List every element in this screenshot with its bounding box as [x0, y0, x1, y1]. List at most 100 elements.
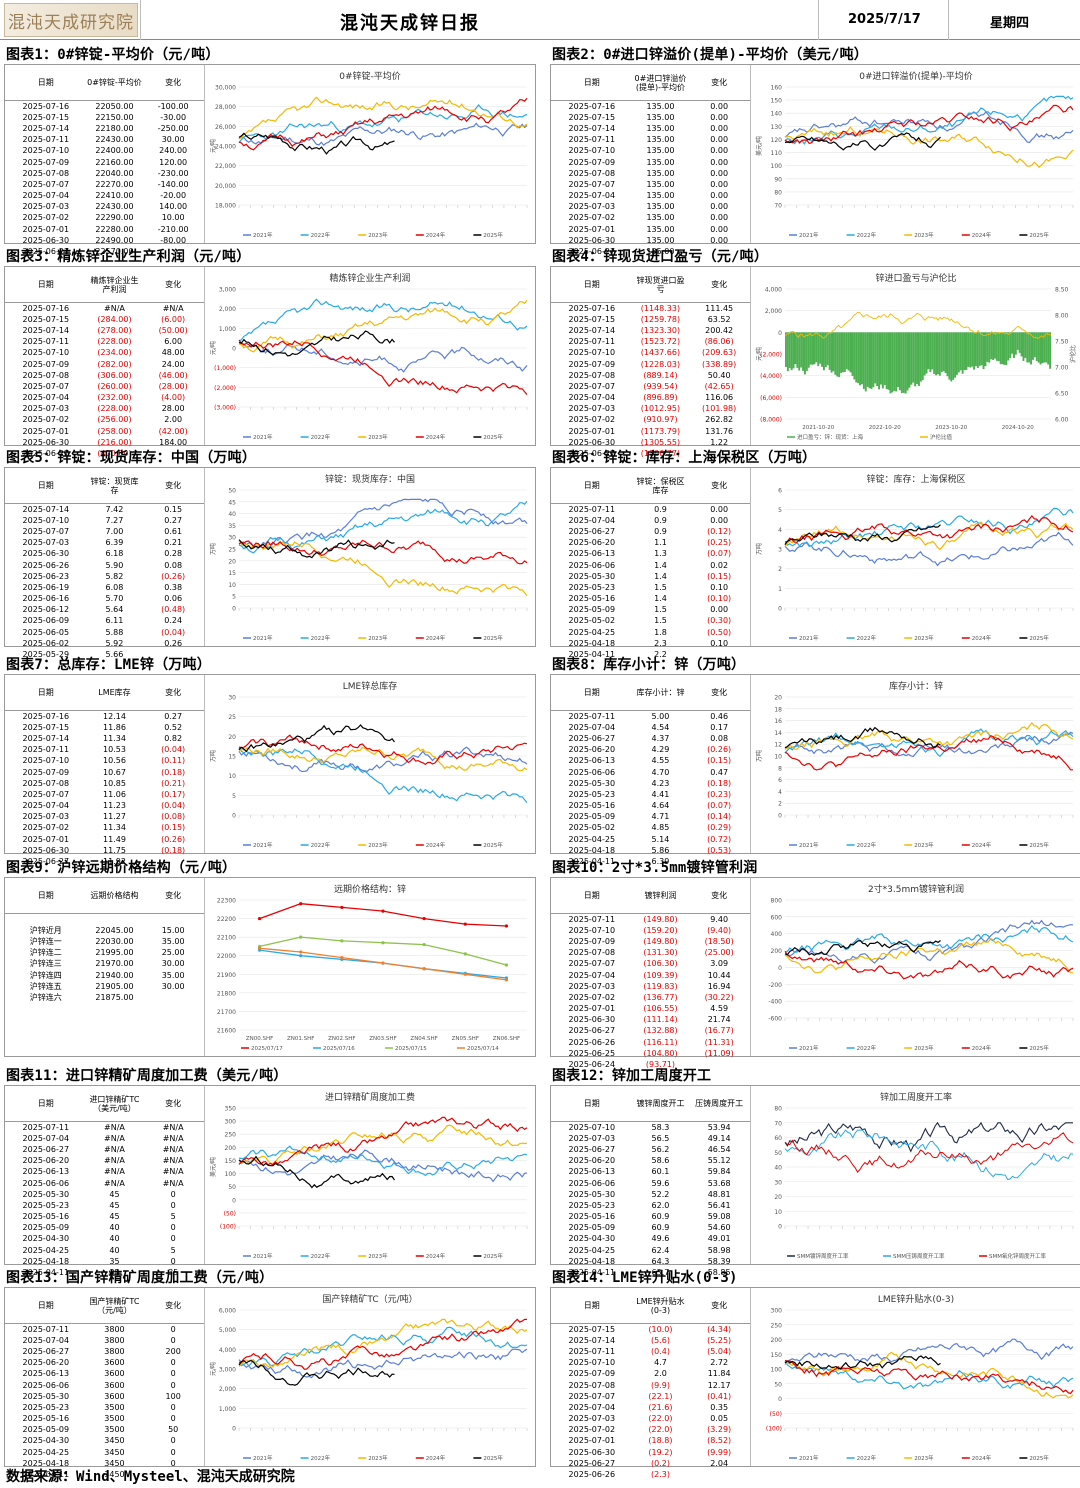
- table-cell: (889.14): [643, 370, 678, 380]
- y-tick-label: 50: [774, 1150, 782, 1157]
- table-cell: 2025-04-11: [22, 1470, 70, 1480]
- series-2023年: [784, 126, 1074, 169]
- table-cell: 4.23: [651, 778, 670, 788]
- table-cell: 0: [170, 1358, 176, 1368]
- y-tick-label: 28,000: [215, 104, 236, 111]
- zinc-oxide-rate: [784, 1132, 1074, 1173]
- table-cell: 2025-05-09: [568, 1223, 616, 1233]
- table-row: 2025-06-19 6.08 0.38: [5, 582, 204, 593]
- legend-label: 2024年: [972, 634, 992, 642]
- curve-point: [299, 950, 303, 954]
- table-cell: 56.41: [707, 1200, 731, 1210]
- table-row: 2025-06-13 4.55 (0.15): [551, 756, 750, 767]
- table-row: 2025-06-30 11.75 (0.18): [5, 845, 204, 856]
- profit-bar: [997, 332, 1000, 362]
- profit-bar: [853, 332, 856, 380]
- profit-bar: [973, 332, 975, 370]
- table-cell: 2025-05-30: [22, 1189, 70, 1199]
- data-source-footer: 数据来源：Wind、Mysteel、混沌天成研究院: [6, 1469, 295, 1485]
- legend-label: 2021年: [253, 1454, 273, 1462]
- table-cell: 60.1: [651, 1167, 670, 1177]
- table-cell: 2025-06-06: [568, 560, 616, 570]
- table-cell: 2025-06-12: [22, 605, 70, 615]
- panel-body: 日期 锌锭：保税区库存 变化 2025-07-11 0.9 0.00 2025-07-04 0…: [550, 467, 1080, 659]
- table-cell: 2025-06-13: [22, 1369, 70, 1379]
- y-tick-label: 300: [771, 1308, 783, 1315]
- legend-label: 2021年: [253, 1252, 273, 1260]
- legend-label: 2022年: [857, 1454, 877, 1462]
- y-tick-label: 10: [774, 1209, 782, 1216]
- table-cell: (0.25): [707, 538, 732, 548]
- y-tick-label: 5,000: [219, 1327, 236, 1334]
- table-row: 2025-07-01 135.00 0.00: [551, 224, 750, 235]
- profit-bar: [982, 332, 985, 370]
- table-row: 2025-07-15 135.00 0.00: [551, 112, 750, 123]
- profit-bar: [794, 332, 797, 365]
- series-2024年: [238, 97, 528, 151]
- legend-label: 2022年: [311, 231, 331, 239]
- table-cell: (149.80): [643, 936, 678, 946]
- table-cell: 0.06: [164, 594, 183, 604]
- y-tick-label: 45: [228, 499, 236, 506]
- table-row: 2025-05-16 1.4 (0.10): [551, 594, 750, 605]
- table-cell: 0.00: [710, 191, 729, 201]
- table-row: 2025-04-11 6.39: [551, 856, 750, 867]
- table-cell: 16.94: [707, 981, 731, 991]
- table-row: 2025-05-30 45 0: [5, 1189, 204, 1200]
- table-cell: 2025-07-04: [568, 1402, 616, 1412]
- y-tick-label: 22300: [217, 898, 236, 905]
- table-row: 2025-07-09 (282.00) 24.00: [5, 359, 204, 370]
- table-cell: 2025-04-25: [568, 1245, 616, 1255]
- legend-label: 沪伦比值: [930, 433, 953, 441]
- y-tick-label: 18: [774, 706, 782, 713]
- x-tick-label: ZN02.SHF: [328, 1036, 355, 1042]
- table-row: 2025-07-10 10.56 (0.11): [5, 756, 204, 767]
- legend-label: 2025年: [1029, 1044, 1049, 1052]
- table-cell: 6.18: [105, 549, 124, 559]
- table-cell: 2025-07-03: [568, 1414, 616, 1424]
- table-cell: 2025-06-13: [568, 549, 616, 559]
- y-tick-label: 20: [774, 695, 782, 702]
- table-cell: 111.45: [705, 303, 734, 313]
- y2-tick-label: 6.50: [1055, 391, 1069, 398]
- profit-bar: [798, 332, 801, 371]
- table-cell: (0.10): [707, 594, 732, 604]
- y-tick-label: 4: [778, 527, 782, 534]
- table-row: 2025-05-16 45 5: [5, 1212, 204, 1223]
- table-row: 2025-07-16 22050.00 -100.00: [5, 101, 204, 112]
- table-row: 2025-06-05 5.88 (0.04): [5, 627, 204, 638]
- y-tick-label: 25: [228, 547, 236, 554]
- table-row: 2025-07-11 (1523.72) (86.06): [551, 337, 750, 348]
- table-cell: 4.37: [651, 733, 670, 743]
- series-2023年: [784, 1351, 1074, 1399]
- table-row: 2025-07-08 (889.14) 50.40: [551, 370, 750, 381]
- y-tick-label: 20: [228, 734, 236, 741]
- table-cell: 2025-07-09: [568, 157, 616, 167]
- y-tick-label: 0: [778, 606, 782, 613]
- profit-bar: [918, 332, 920, 386]
- table-cell: (1437.66): [640, 348, 681, 358]
- table-cell: (0.26): [707, 745, 732, 755]
- table-cell: -20.00: [160, 191, 187, 201]
- y-tick-label: 600: [771, 914, 783, 921]
- series-2022年: [238, 747, 528, 803]
- y-tick-label: (1,000): [214, 365, 236, 372]
- table-row: 2025-06-26 (116.11) (11.31): [551, 1037, 750, 1048]
- table-cell: 2025-06-24: [568, 1060, 616, 1070]
- table-row: 2025-07-10 7.27 0.27: [5, 515, 204, 526]
- profit-bar: [1014, 332, 1017, 355]
- table-cell: 2025-06-30: [22, 845, 70, 855]
- legend-label: 2023年: [914, 634, 934, 642]
- table-row: 2025-05-23 3500 0: [5, 1402, 204, 1413]
- table-cell: (0.50): [707, 627, 732, 637]
- profit-bar: [792, 332, 795, 369]
- table-row: 2025-07-10 135.00 0.00: [551, 146, 750, 157]
- table-cell: 0.52: [164, 722, 183, 732]
- table-cell: 2025-04-11: [568, 857, 616, 867]
- table-cell: 2025-06-06: [568, 1178, 616, 1188]
- table-cell: 0.00: [710, 605, 729, 615]
- panel-body: 日期 库存小计：锌 变化 2025-07-11 5.00 0.46 2025-07-04 4.…: [550, 674, 1080, 866]
- series-2022年: [238, 1145, 528, 1177]
- legend-label: 2023年: [368, 1454, 388, 1462]
- table-cell: 0.08: [710, 733, 729, 743]
